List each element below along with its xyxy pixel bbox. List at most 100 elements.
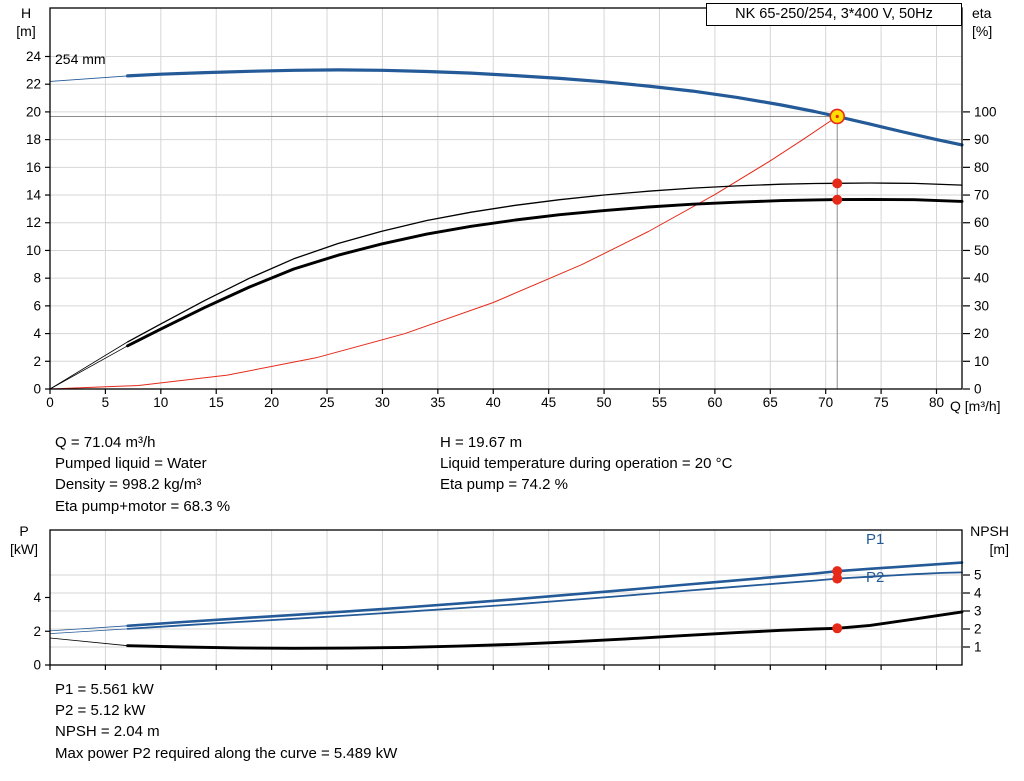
svg-text:100: 100 <box>974 104 997 119</box>
svg-text:70: 70 <box>818 395 833 410</box>
npsh-curve <box>126 610 964 650</box>
svg-text:20: 20 <box>26 104 41 119</box>
svg-text:0: 0 <box>974 382 982 397</box>
svg-text:10: 10 <box>153 395 168 410</box>
svg-text:3: 3 <box>974 604 982 619</box>
operating-point-dot <box>832 573 843 584</box>
npsh-axis-letter: NPSH <box>970 523 1009 539</box>
svg-text:60: 60 <box>707 395 722 410</box>
p-axis-unit: [kW] <box>10 541 38 557</box>
eta-axis-unit: [%] <box>972 23 993 39</box>
svg-text:18: 18 <box>26 132 41 147</box>
info-line-liquid-temperature: Liquid temperature during operation = 20… <box>440 455 733 473</box>
duty-point-center <box>835 114 839 119</box>
svg-text:60: 60 <box>974 215 989 230</box>
svg-text:2: 2 <box>974 622 982 637</box>
eta-pump-motor-leadin <box>49 345 128 390</box>
svg-text:20: 20 <box>974 326 989 341</box>
svg-text:15: 15 <box>209 395 224 410</box>
svg-text:25: 25 <box>320 395 335 410</box>
svg-text:80: 80 <box>974 160 989 175</box>
svg-text:70: 70 <box>974 188 989 203</box>
info-line-max-power: Max power P2 required along the curve = … <box>55 744 398 762</box>
system-curve <box>49 116 838 390</box>
info-line-p1: P1 = 5.561 kW <box>55 681 154 698</box>
operating-point-dot <box>832 178 843 189</box>
svg-text:6: 6 <box>33 298 41 313</box>
svg-text:50: 50 <box>974 243 989 258</box>
svg-text:40: 40 <box>974 271 989 286</box>
svg-text:14: 14 <box>26 188 42 203</box>
svg-text:30: 30 <box>974 298 989 313</box>
info-line-eta-pump: Eta pump = 74.2 % <box>440 476 568 494</box>
p2-curve-label: P2 <box>866 569 885 586</box>
svg-text:4: 4 <box>974 586 982 601</box>
svg-text:40: 40 <box>486 395 501 410</box>
svg-text:16: 16 <box>26 160 41 175</box>
p2-leadin <box>49 628 128 634</box>
info-line-q: Q = 71.04 m³/h <box>55 434 156 451</box>
eta-pump-motor-curve <box>126 198 964 348</box>
info-line-pumped-liquid: Pumped liquid = Water <box>55 455 207 473</box>
info-line-density: Density = 998.2 kg/m³ <box>55 476 202 494</box>
svg-text:2: 2 <box>33 354 41 369</box>
eta-pump-leadin <box>49 341 128 390</box>
eta-axis-title: eta [%] <box>972 4 1018 40</box>
svg-text:24: 24 <box>26 49 42 64</box>
h-axis-letter: H <box>20 5 32 21</box>
q-axis-label: Q [m³/h] <box>950 398 1001 414</box>
svg-text:5: 5 <box>102 395 110 410</box>
head-curve-leadin <box>49 75 129 82</box>
svg-text:10: 10 <box>974 354 989 369</box>
svg-text:0: 0 <box>33 658 41 673</box>
info-line-eta-pump-motor: Eta pump+motor = 68.3 % <box>55 497 231 515</box>
operating-point-dot <box>832 194 843 205</box>
svg-text:8: 8 <box>33 271 41 286</box>
svg-text:45: 45 <box>541 395 556 410</box>
npsh-axis-title: NPSH [m] <box>961 522 1009 558</box>
p2-curve <box>126 571 963 630</box>
p1-curve <box>126 561 964 628</box>
info-line-npsh: NPSH = 2.04 m <box>55 723 160 741</box>
chart-title-box: NK 65-250/254, 3*400 V, 50Hz <box>706 3 962 26</box>
npsh-leadin <box>49 637 128 647</box>
duty-info-column-2: H = 19.67 m Liquid temperature during op… <box>440 432 732 496</box>
eta-axis-letter: eta <box>972 5 992 21</box>
svg-text:50: 50 <box>597 395 612 410</box>
svg-text:4: 4 <box>33 590 41 605</box>
duty-info-column-1: Q = 71.04 m³/h Pumped liquid = Water Den… <box>55 432 230 517</box>
h-axis-unit: [m] <box>16 23 36 39</box>
svg-text:90: 90 <box>974 132 989 147</box>
p-axis-title: P [kW] <box>4 522 44 558</box>
svg-text:30: 30 <box>375 395 390 410</box>
head-curve-254mm <box>125 68 964 147</box>
svg-text:12: 12 <box>26 215 41 230</box>
operating-point-dot <box>832 566 843 577</box>
svg-text:4: 4 <box>33 326 41 341</box>
svg-text:10: 10 <box>26 243 41 258</box>
npsh-axis-unit: [m] <box>989 541 1009 557</box>
svg-text:2: 2 <box>33 624 41 639</box>
power-npsh-chart-canvas: 0 2 4 1 2 3 4 5 <box>33 529 982 673</box>
svg-text:1: 1 <box>974 640 982 655</box>
svg-text:75: 75 <box>874 395 889 410</box>
svg-text:80: 80 <box>929 395 944 410</box>
operating-point-dot <box>832 623 843 634</box>
svg-text:65: 65 <box>763 395 778 410</box>
p1-curve-label: P1 <box>866 531 885 548</box>
svg-text:55: 55 <box>652 395 667 410</box>
svg-text:20: 20 <box>264 395 279 410</box>
p1-leadin <box>49 625 128 632</box>
svg-text:0: 0 <box>33 382 41 397</box>
p-axis-letter: P <box>19 523 29 539</box>
info-line-p2: P2 = 5.12 kW <box>55 702 146 720</box>
svg-text:35: 35 <box>430 395 445 410</box>
svg-text:22: 22 <box>26 77 41 92</box>
svg-text:0: 0 <box>46 395 54 410</box>
info-line-h: H = 19.67 m <box>440 434 523 451</box>
eta-pump-curve <box>126 182 963 343</box>
h-axis-title: H [m] <box>8 4 44 40</box>
impeller-diameter-label: 254 mm <box>55 51 106 67</box>
head-chart-canvas: 0 5 10 15 20 25 30 35 40 45 50 55 60 65 70 75 8002468101… <box>26 7 997 410</box>
